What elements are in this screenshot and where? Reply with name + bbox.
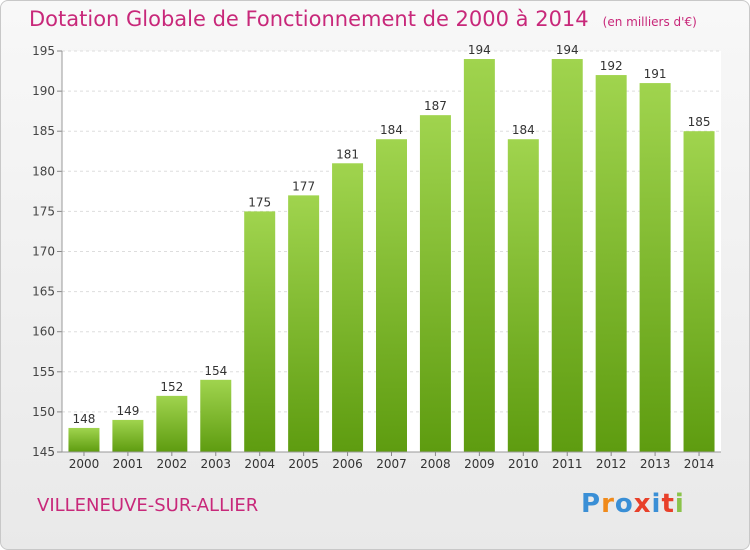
bar — [639, 83, 671, 452]
proxiti-logo: Proxiti — [581, 489, 685, 519]
x-tick-label: 2006 — [332, 457, 363, 471]
x-tick-label: 2012 — [596, 457, 627, 471]
data-label: 185 — [688, 115, 711, 129]
chart-title: Dotation Globale de Fonctionnement de 20… — [29, 7, 697, 31]
data-label: 175 — [248, 195, 271, 209]
y-tick-label: 190 — [32, 84, 55, 98]
y-tick-label: 180 — [32, 164, 55, 178]
bar — [463, 59, 495, 453]
x-tick-label: 2004 — [244, 457, 275, 471]
bar — [288, 195, 320, 453]
data-label: 184 — [512, 123, 535, 137]
y-tick-label: 155 — [32, 365, 55, 379]
bar — [244, 211, 276, 452]
y-tick-label: 145 — [32, 445, 55, 459]
data-label: 194 — [468, 43, 491, 57]
x-tick-label: 2011 — [552, 457, 583, 471]
x-tick-label: 2010 — [508, 457, 539, 471]
data-label: 192 — [600, 59, 623, 73]
bar — [112, 419, 144, 452]
x-tick-label: 2000 — [69, 457, 100, 471]
x-tick-label: 2001 — [113, 457, 144, 471]
title-text: Dotation Globale de Fonctionnement de 20… — [29, 7, 589, 31]
y-tick-label: 165 — [32, 285, 55, 299]
logo-letter: x — [633, 489, 652, 519]
data-label: 181 — [336, 147, 359, 161]
logo-letter: t — [661, 489, 675, 519]
bar — [683, 131, 715, 452]
bar — [376, 139, 407, 452]
data-label: 152 — [160, 380, 183, 394]
data-label: 149 — [116, 404, 139, 418]
x-tick-label: 2002 — [157, 457, 188, 471]
unit-note: (en milliers d'€) — [602, 15, 697, 29]
data-label: 177 — [292, 179, 315, 193]
bar — [507, 139, 539, 452]
data-label: 191 — [644, 67, 667, 81]
x-tick-label: 2013 — [640, 457, 671, 471]
y-tick-label: 185 — [32, 124, 55, 138]
x-tick-label: 2007 — [376, 457, 407, 471]
logo-letter: i — [674, 489, 685, 519]
y-tick-label: 150 — [32, 405, 55, 419]
data-label: 187 — [424, 99, 447, 113]
logo-letter: o — [614, 489, 634, 519]
bar — [68, 427, 100, 452]
town-name: VILLENEUVE-SUR-ALLIER — [37, 495, 259, 516]
bar — [595, 75, 627, 452]
bar — [332, 163, 364, 452]
y-tick-label: 160 — [32, 325, 55, 339]
x-tick-label: 2009 — [464, 457, 495, 471]
y-tick-label: 175 — [32, 204, 55, 218]
x-tick-label: 2005 — [288, 457, 319, 471]
bar — [551, 59, 583, 453]
y-tick-label: 195 — [32, 44, 55, 58]
bar — [200, 379, 232, 452]
data-label: 154 — [204, 364, 227, 378]
bar — [419, 115, 451, 452]
y-tick-label: 170 — [32, 245, 55, 259]
x-tick-label: 2014 — [684, 457, 715, 471]
data-label: 194 — [556, 43, 579, 57]
logo-letter: i — [651, 489, 662, 519]
x-tick-label: 2008 — [420, 457, 451, 471]
bar — [156, 395, 188, 452]
logo-letter: r — [601, 489, 615, 519]
data-label: 184 — [380, 123, 403, 137]
data-label: 148 — [73, 412, 96, 426]
x-tick-label: 2003 — [200, 457, 231, 471]
logo-letter: P — [581, 489, 602, 519]
